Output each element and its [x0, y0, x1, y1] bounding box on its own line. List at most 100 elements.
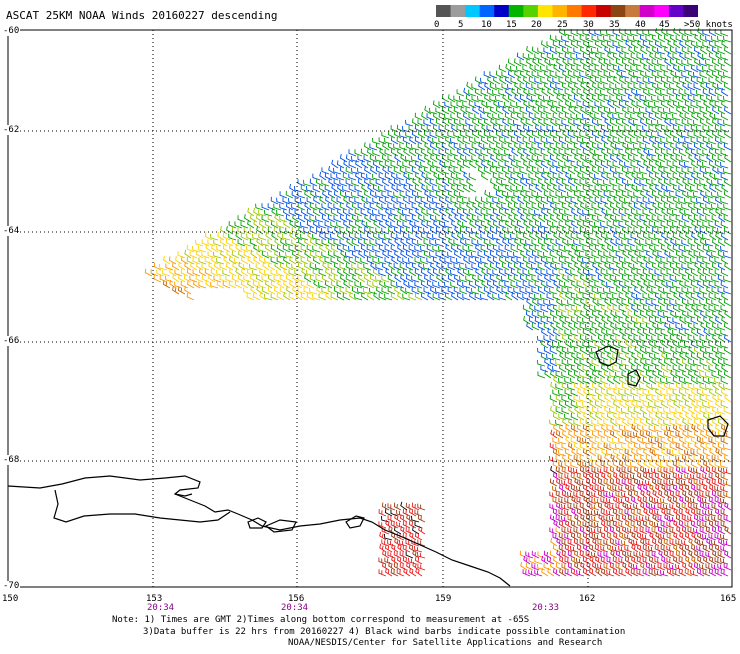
antarctic-coastline	[7, 475, 511, 587]
wind-barb	[222, 280, 231, 289]
wind-barb	[693, 514, 702, 523]
wind-barb	[657, 262, 666, 271]
wind-barb	[328, 273, 336, 283]
wind-barb	[687, 238, 696, 247]
wind-barb	[661, 364, 669, 373]
wind-barb	[363, 238, 372, 247]
wind-barb	[687, 47, 696, 55]
wind-barb	[672, 352, 681, 361]
wind-barb	[624, 161, 633, 169]
wind-barb	[702, 424, 711, 433]
wind-barb	[405, 119, 414, 127]
wind-barb	[243, 239, 252, 247]
wind-barb	[460, 238, 468, 247]
wind-barb	[489, 262, 498, 271]
wind-barb	[379, 543, 387, 553]
wind-barb	[654, 196, 663, 205]
wind-barb	[690, 268, 699, 277]
wind-barb	[708, 292, 717, 301]
wind-barb	[556, 154, 564, 163]
wind-barb	[529, 304, 537, 313]
wind-barb	[429, 239, 438, 247]
wind-barb	[237, 239, 246, 247]
wind-barb	[654, 292, 663, 301]
wind-barb	[660, 293, 669, 301]
wind-barb	[687, 287, 696, 295]
wind-barb	[534, 149, 543, 157]
wind-barb	[639, 551, 648, 559]
wind-barb	[676, 333, 684, 343]
wind-barb	[522, 232, 531, 241]
wind-barb	[418, 201, 426, 211]
wind-barb	[447, 190, 456, 199]
wind-barb	[720, 173, 729, 181]
wind-barb	[345, 166, 354, 175]
wind-barb	[612, 185, 621, 193]
wind-barb	[642, 173, 651, 181]
wind-barb	[637, 459, 645, 469]
wind-barb	[666, 281, 675, 289]
wind-barb	[534, 569, 543, 577]
wind-barb	[679, 543, 687, 553]
wind-barb	[528, 136, 537, 145]
wind-barb	[555, 359, 564, 367]
wind-barb	[579, 166, 588, 175]
lon-label-159: 159	[435, 594, 452, 604]
wind-barb	[649, 340, 657, 349]
wind-barb	[655, 28, 663, 37]
wind-barb	[565, 171, 573, 181]
wind-barb	[687, 94, 696, 103]
wind-barb	[429, 178, 438, 187]
wind-barb	[223, 255, 231, 265]
wind-barb	[514, 237, 522, 247]
wind-barb	[378, 293, 387, 301]
wind-barb	[639, 239, 648, 247]
wind-barb	[438, 185, 447, 193]
wind-barb	[373, 291, 381, 301]
wind-barb	[657, 563, 666, 571]
wind-barb	[382, 238, 390, 247]
wind-barb	[406, 562, 414, 571]
wind-barb	[319, 232, 327, 241]
wind-barb	[633, 383, 642, 391]
wind-barb	[427, 291, 435, 301]
wind-barb	[624, 136, 633, 145]
wind-barb	[711, 371, 720, 379]
wind-barb	[625, 39, 633, 49]
wind-barb	[535, 231, 543, 241]
wind-barb	[478, 202, 486, 211]
wind-barb	[711, 515, 720, 523]
wind-barb	[633, 263, 642, 271]
wind-barb	[661, 339, 669, 349]
wind-barb	[594, 76, 603, 85]
wind-barb	[606, 520, 615, 529]
wind-barb	[592, 166, 600, 175]
wind-barb	[478, 81, 486, 91]
wind-barb	[715, 424, 723, 433]
wind-barb	[450, 149, 459, 157]
wind-barb	[630, 520, 639, 529]
legend-swatch	[654, 5, 670, 17]
wind-barb	[564, 136, 573, 145]
wind-barb	[673, 399, 681, 409]
wind-barb	[213, 275, 222, 283]
wind-barb	[304, 238, 312, 247]
wind-barb	[652, 538, 660, 547]
wind-barb	[618, 508, 627, 517]
wind-barb	[496, 273, 504, 283]
wind-barb	[459, 143, 468, 151]
wind-barb	[586, 46, 594, 55]
wind-barb	[327, 238, 336, 247]
wind-barb	[562, 57, 570, 67]
wind-barb	[144, 268, 153, 277]
wind-barb	[480, 209, 489, 217]
wind-barb	[361, 219, 369, 229]
wind-barb	[378, 521, 387, 529]
wind-barb	[483, 166, 492, 175]
wind-barb	[541, 567, 549, 577]
wind-barb	[498, 64, 507, 73]
wind-barb	[444, 124, 453, 133]
wind-barb	[546, 125, 555, 133]
wind-barb	[444, 101, 453, 109]
wind-barb	[636, 77, 645, 85]
